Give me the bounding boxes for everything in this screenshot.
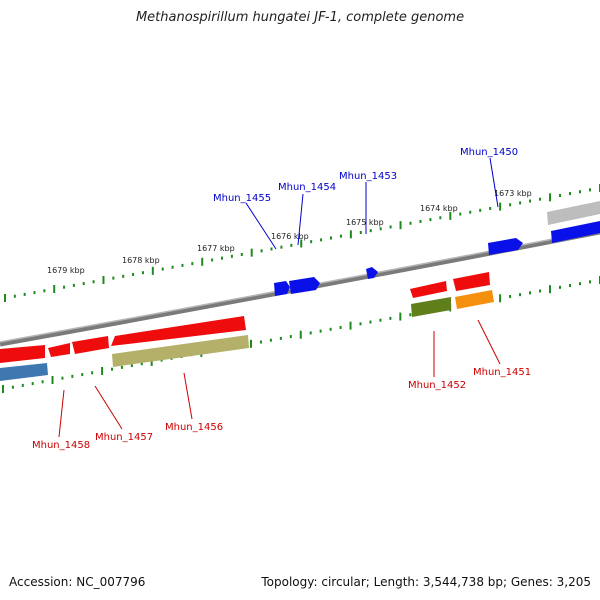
gene-mhun-1453[interactable]	[366, 267, 378, 279]
callout-line-1450	[489, 157, 499, 208]
gene-mhun-1454[interactable]	[289, 277, 320, 294]
scale-label-1676: 1676 kbp	[271, 232, 309, 241]
gene-edge-blue[interactable]	[551, 221, 600, 243]
gene-mhun-1451[interactable]	[453, 272, 490, 291]
gene-mhun-1458[interactable]	[0, 345, 45, 363]
scale-label-1674: 1674 kbp	[420, 204, 458, 213]
scale-label-1678: 1678 kbp	[122, 256, 160, 265]
gene-label-mhun-1451[interactable]: Mhun_1451	[473, 367, 531, 378]
callout-line-1455	[245, 202, 277, 250]
gene-mhun-1456-lower[interactable]	[112, 335, 249, 367]
gene-mhun-1456[interactable]	[111, 316, 246, 346]
gene-label-mhun-1458[interactable]: Mhun_1458	[32, 440, 90, 451]
scale-label-1673: 1673 kbp	[494, 189, 532, 198]
gene-label-mhun-1452[interactable]: Mhun_1452	[408, 380, 466, 391]
gene-label-mhun-1455[interactable]: Mhun_1455	[213, 193, 271, 204]
reverse-strand-genes	[0, 272, 494, 381]
gene-label-mhun-1457[interactable]: Mhun_1457	[95, 432, 153, 443]
scale-label-1679: 1679 kbp	[47, 266, 85, 275]
callout-line-1451	[477, 319, 501, 365]
scale-ticks-upper	[4, 184, 600, 302]
callout-line-1458	[58, 389, 65, 438]
scale-label-1675: 1675 kbp	[346, 218, 384, 227]
gene-mhun-1452[interactable]	[410, 281, 447, 298]
gene-mhun-1457a[interactable]	[48, 343, 70, 357]
gene-label-mhun-1453[interactable]: Mhun_1453	[339, 171, 397, 182]
gene-mhun-1452-lower[interactable]	[411, 297, 451, 317]
gene-mhun-1450[interactable]	[488, 238, 523, 255]
accession-text: Accession: NC_007796	[9, 575, 146, 589]
map-title: Methanospirillum hungatei JF-1, complete…	[135, 10, 465, 25]
gene-mhun-1458-lower[interactable]	[0, 363, 48, 381]
gene-mhun-1457[interactable]	[72, 336, 109, 354]
topology-summary: Topology: circular; Length: 3,544,738 bp…	[261, 575, 591, 589]
scale-label-1677: 1677 kbp	[197, 244, 235, 253]
callout-line-1456	[183, 372, 193, 420]
gene-mhun-1451-lower[interactable]	[455, 290, 494, 309]
gene-edge-gray[interactable]	[547, 201, 600, 225]
gene-label-mhun-1456[interactable]: Mhun_1456	[165, 422, 223, 433]
forward-strand-genes	[274, 201, 600, 296]
gene-label-mhun-1450[interactable]: Mhun_1450	[460, 147, 518, 158]
gene-label-mhun-1454[interactable]: Mhun_1454	[278, 182, 336, 193]
callout-line-1454	[297, 193, 304, 246]
callout-line-1457	[94, 385, 123, 430]
gene-mhun-1455[interactable]	[274, 281, 290, 296]
